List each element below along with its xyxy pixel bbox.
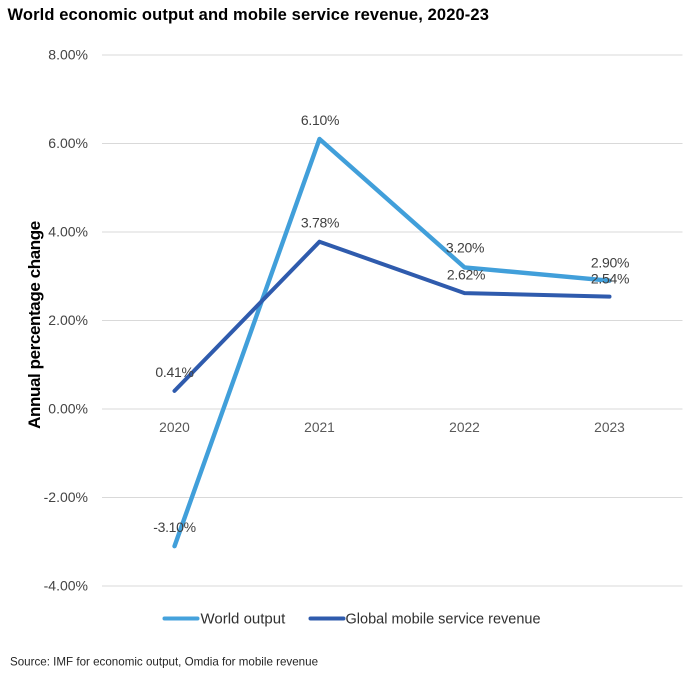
- svg-text:2023: 2023: [594, 420, 625, 435]
- svg-text:4.00%: 4.00%: [48, 224, 88, 240]
- svg-text:-4.00%: -4.00%: [44, 578, 88, 594]
- svg-text:World economic output and mobi: World economic output and mobile service…: [8, 6, 490, 24]
- svg-text:Source: IMF for economic outpu: Source: IMF for economic output, Omdia f…: [10, 656, 318, 669]
- svg-text:2020: 2020: [159, 420, 190, 435]
- svg-text:2.90%: 2.90%: [591, 255, 629, 271]
- svg-text:3.20%: 3.20%: [446, 240, 484, 256]
- svg-text:6.00%: 6.00%: [48, 135, 88, 151]
- svg-text:World output: World output: [201, 611, 287, 628]
- svg-text:2022: 2022: [449, 420, 480, 435]
- svg-text:2021: 2021: [304, 420, 335, 435]
- svg-text:8.00%: 8.00%: [48, 47, 88, 63]
- svg-text:6.10%: 6.10%: [301, 112, 339, 128]
- svg-text:Global mobile service revenue: Global mobile service revenue: [346, 612, 541, 628]
- svg-text:-2.00%: -2.00%: [44, 489, 88, 505]
- svg-text:0.00%: 0.00%: [48, 401, 88, 417]
- svg-text:2.00%: 2.00%: [48, 312, 88, 328]
- svg-text:Annual percentage change: Annual percentage change: [25, 221, 44, 429]
- svg-text:3.78%: 3.78%: [301, 215, 339, 231]
- svg-text:-3.10%: -3.10%: [153, 519, 196, 535]
- svg-text:2.62%: 2.62%: [447, 267, 485, 283]
- svg-text:2.54%: 2.54%: [591, 271, 629, 287]
- svg-text:0.41%: 0.41%: [155, 364, 193, 380]
